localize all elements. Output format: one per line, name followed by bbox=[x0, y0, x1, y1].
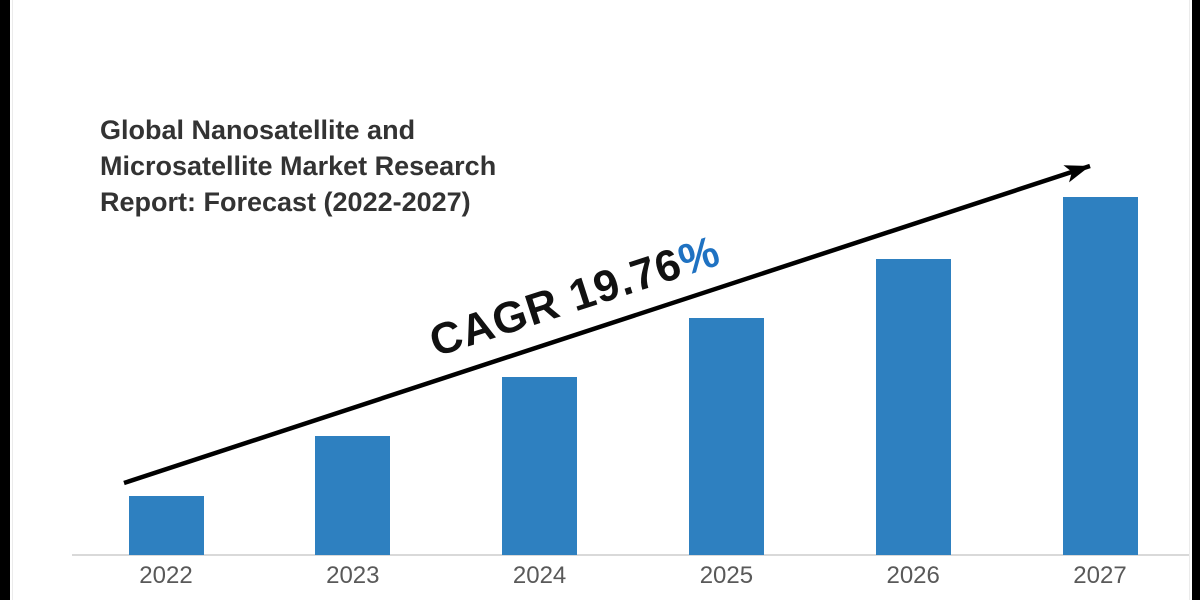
bar-2025 bbox=[688, 318, 764, 555]
x-axis-label: 2022 bbox=[139, 562, 193, 589]
x-axis-label: 2025 bbox=[699, 562, 754, 589]
chart-title: Global Nanosatellite and Microsatellite … bbox=[100, 115, 497, 217]
bar-2022 bbox=[128, 496, 204, 555]
x-axis-label: 2026 bbox=[886, 562, 940, 589]
bar-2027 bbox=[1062, 197, 1138, 555]
left-seam-line bbox=[12, 0, 13, 600]
x-axis-line bbox=[72, 554, 1189, 556]
bar-2026 bbox=[875, 259, 951, 555]
x-axis-label: 2027 bbox=[1073, 562, 1127, 589]
bar-2023 bbox=[315, 436, 391, 555]
cagr-annotation-text: CAGR 19.76 bbox=[423, 238, 688, 367]
right-seam-line bbox=[1189, 0, 1190, 600]
right-letterbox-strip bbox=[1192, 0, 1200, 600]
x-axis-label: 2023 bbox=[326, 562, 380, 589]
left-letterbox-strip bbox=[0, 0, 10, 600]
x-axis-label: 2024 bbox=[512, 562, 567, 589]
cagr-annotation: CAGR 19.76% bbox=[424, 227, 727, 368]
bar-2024 bbox=[502, 377, 578, 555]
